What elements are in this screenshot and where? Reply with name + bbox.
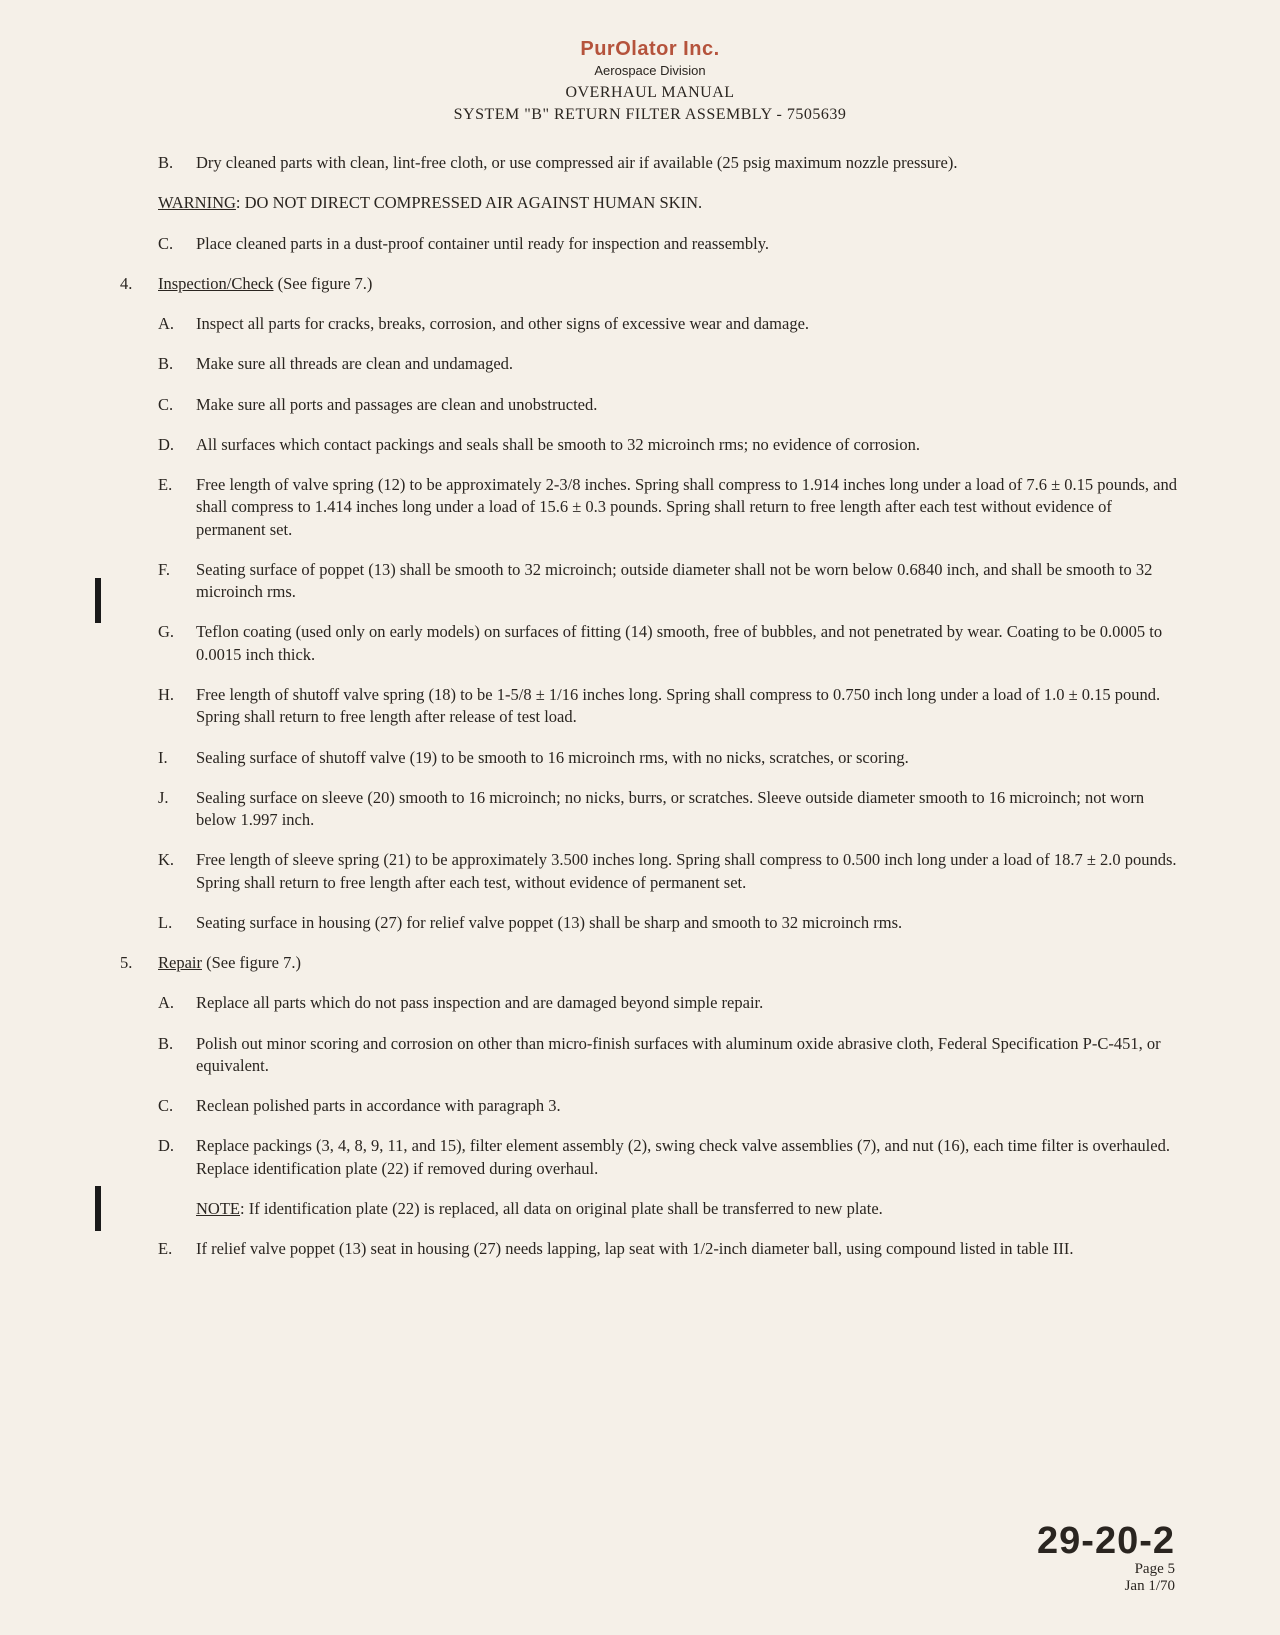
list-item: D.All surfaces which contact packings an… — [158, 434, 1180, 456]
section-5-num: 5. — [120, 952, 158, 974]
item-marker: B. — [158, 353, 196, 375]
list-item: L.Seating surface in housing (27) for re… — [158, 912, 1180, 934]
item-text: Seating surface of poppet (13) shall be … — [196, 559, 1180, 604]
section-4-num: 4. — [120, 273, 158, 295]
list-item: D.Replace packings (3, 4, 8, 9, 11, and … — [158, 1135, 1180, 1180]
note-row: NOTE: If identification plate (22) is re… — [196, 1198, 1180, 1220]
item-text: Replace all parts which do not pass insp… — [196, 992, 1180, 1014]
section-5-wrapper: 5. Repair (See figure 7.) A.Replace all … — [158, 952, 1180, 1260]
item-text: Dry cleaned parts with clean, lint-free … — [196, 152, 1180, 174]
item-marker: G. — [158, 621, 196, 666]
item-marker: C. — [158, 394, 196, 416]
manual-title: OVERHAUL MANUAL — [120, 84, 1180, 102]
division-name: Aerospace Division — [120, 63, 1180, 78]
change-bar — [95, 1186, 101, 1231]
list-item: C.Make sure all ports and passages are c… — [158, 394, 1180, 416]
item-marker: C. — [158, 1095, 196, 1117]
list-item: B.Make sure all threads are clean and un… — [158, 353, 1180, 375]
list-item: E.Free length of valve spring (12) to be… — [158, 474, 1180, 541]
company-name: PurOlator Inc. — [120, 38, 1180, 61]
item-marker: D. — [158, 1135, 196, 1180]
note-body: NOTE: If identification plate (22) is re… — [196, 1198, 1180, 1220]
item-text: Inspect all parts for cracks, breaks, co… — [196, 313, 1180, 335]
section-5-heading: 5. Repair (See figure 7.) — [120, 952, 1180, 974]
item-text: Teflon coating (used only on early model… — [196, 621, 1180, 666]
item-text: Free length of shutoff valve spring (18)… — [196, 684, 1180, 729]
list-item: C.Place cleaned parts in a dust-proof co… — [158, 233, 1180, 255]
item-text: Free length of valve spring (12) to be a… — [196, 474, 1180, 541]
list-item: B.Polish out minor scoring and corrosion… — [158, 1033, 1180, 1078]
item-marker: A. — [158, 313, 196, 335]
document-body: B.Dry cleaned parts with clean, lint-fre… — [120, 152, 1180, 1261]
section-4-wrapper: 4. Inspection/Check (See figure 7.) A.In… — [158, 273, 1180, 934]
note-text: : If identification plate (22) is replac… — [240, 1199, 883, 1218]
document-header: PurOlator Inc. Aerospace Division OVERHA… — [120, 38, 1180, 124]
item-marker: B. — [158, 152, 196, 174]
list-item: A.Replace all parts which do not pass in… — [158, 992, 1180, 1014]
section-4-title: Inspection/Check — [158, 274, 273, 293]
item-marker: E. — [158, 1238, 196, 1260]
item-marker: D. — [158, 434, 196, 456]
item-text: Free length of sleeve spring (21) to be … — [196, 849, 1180, 894]
item-text: Make sure all ports and passages are cle… — [196, 394, 1180, 416]
section-4-heading: 4. Inspection/Check (See figure 7.) — [120, 273, 1180, 295]
item-marker: L. — [158, 912, 196, 934]
pre-items-2: C.Place cleaned parts in a dust-proof co… — [158, 233, 1180, 255]
list-item: F.Seating surface of poppet (13) shall b… — [158, 559, 1180, 604]
item-marker: J. — [158, 787, 196, 832]
list-item: I.Sealing surface of shutoff valve (19) … — [158, 747, 1180, 769]
item-text: Sealing surface of shutoff valve (19) to… — [196, 747, 1180, 769]
item-marker: B. — [158, 1033, 196, 1078]
item-text: All surfaces which contact packings and … — [196, 434, 1180, 456]
warning-line: WARNING: DO NOT DIRECT COMPRESSED AIR AG… — [158, 192, 1180, 214]
item-marker: I. — [158, 747, 196, 769]
pre-items: B.Dry cleaned parts with clean, lint-fre… — [158, 152, 1180, 174]
item-text: If relief valve poppet (13) seat in hous… — [196, 1238, 1180, 1260]
item-text: Make sure all threads are clean and unda… — [196, 353, 1180, 375]
footer-page: Page 5 — [1037, 1561, 1175, 1578]
footer-date: Jan 1/70 — [1037, 1578, 1175, 1595]
item-marker: A. — [158, 992, 196, 1014]
system-title: SYSTEM "B" RETURN FILTER ASSEMBLY - 7505… — [120, 106, 1180, 124]
item-text: Sealing surface on sleeve (20) smooth to… — [196, 787, 1180, 832]
section-5-items-2: E.If relief valve poppet (13) seat in ho… — [158, 1238, 1180, 1260]
list-item: C.Reclean polished parts in accordance w… — [158, 1095, 1180, 1117]
document-footer: 29-20-2 Page 5 Jan 1/70 — [1037, 1520, 1175, 1595]
section-5-ref: (See figure 7.) — [202, 953, 301, 972]
list-item: K.Free length of sleeve spring (21) to b… — [158, 849, 1180, 894]
item-text: Reclean polished parts in accordance wit… — [196, 1095, 1180, 1117]
list-item: J.Sealing surface on sleeve (20) smooth … — [158, 787, 1180, 832]
section-5-title: Repair — [158, 953, 202, 972]
item-marker: H. — [158, 684, 196, 729]
list-item: B.Dry cleaned parts with clean, lint-fre… — [158, 152, 1180, 174]
item-marker: E. — [158, 474, 196, 541]
warning-label: WARNING — [158, 193, 236, 212]
note-label: NOTE — [196, 1199, 240, 1218]
section-5-title-row: Repair (See figure 7.) — [158, 952, 1180, 974]
list-item: H.Free length of shutoff valve spring (1… — [158, 684, 1180, 729]
list-item: G.Teflon coating (used only on early mod… — [158, 621, 1180, 666]
section-4-title-row: Inspection/Check (See figure 7.) — [158, 273, 1180, 295]
item-text: Seating surface in housing (27) for reli… — [196, 912, 1180, 934]
document-page: PurOlator Inc. Aerospace Division OVERHA… — [0, 0, 1280, 1309]
list-item: E.If relief valve poppet (13) seat in ho… — [158, 1238, 1180, 1260]
section-4-ref: (See figure 7.) — [273, 274, 372, 293]
section-5-items: A.Replace all parts which do not pass in… — [158, 992, 1180, 1180]
footer-code: 29-20-2 — [1037, 1520, 1175, 1563]
item-text: Polish out minor scoring and corrosion o… — [196, 1033, 1180, 1078]
item-marker: C. — [158, 233, 196, 255]
item-text: Place cleaned parts in a dust-proof cont… — [196, 233, 1180, 255]
list-item: A.Inspect all parts for cracks, breaks, … — [158, 313, 1180, 335]
change-bar — [95, 578, 101, 623]
warning-text: : DO NOT DIRECT COMPRESSED AIR AGAINST H… — [236, 193, 702, 212]
item-text: Replace packings (3, 4, 8, 9, 11, and 15… — [196, 1135, 1180, 1180]
item-marker: F. — [158, 559, 196, 604]
section-4-items: A.Inspect all parts for cracks, breaks, … — [158, 313, 1180, 934]
item-marker: K. — [158, 849, 196, 894]
